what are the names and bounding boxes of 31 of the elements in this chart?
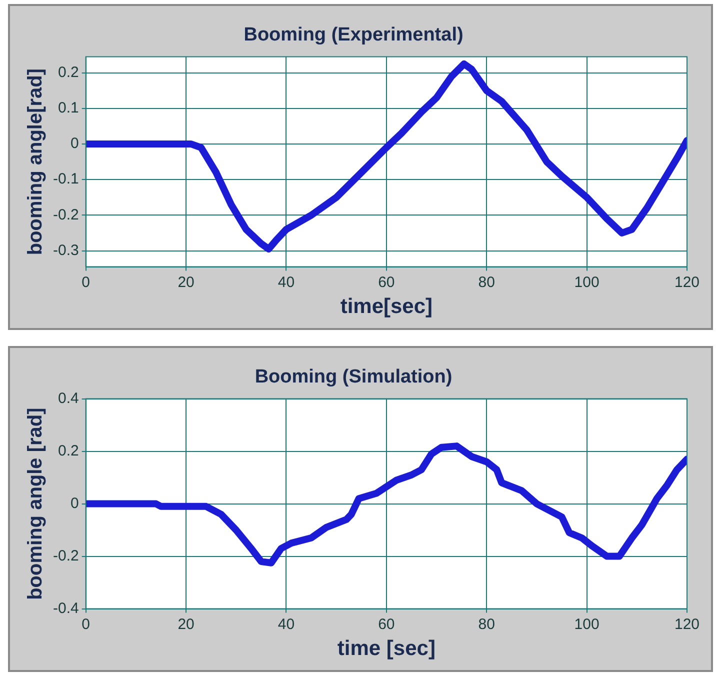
x-tick-label: 40 [278, 616, 295, 633]
x-axis-title: time [sec] [337, 637, 436, 660]
x-tick-label: 20 [178, 274, 194, 291]
y-tick-label: -0.3 [52, 242, 79, 259]
x-tick-label: 80 [478, 274, 495, 291]
y-axis-title: booming angle [rad] [24, 408, 47, 600]
x-tick-label: 100 [574, 274, 600, 291]
x-tick-label: 100 [574, 616, 600, 633]
y-tick-label: 0.2 [58, 442, 79, 460]
y-tick-label: 0.4 [58, 390, 79, 407]
x-tick-label: 60 [378, 274, 395, 291]
x-tick-label: 0 [82, 274, 90, 291]
x-tick-label: 0 [82, 616, 90, 633]
x-tick-label: 120 [674, 274, 700, 291]
x-axis-title: time[sec] [340, 295, 433, 318]
y-tick-label: 0 [70, 135, 79, 152]
y-tick-label: -0.1 [52, 170, 79, 188]
y-tick-label: 0 [70, 494, 79, 512]
y-tick-label: 0.2 [58, 64, 79, 81]
chart-title: Booming (Simulation) [254, 366, 452, 388]
y-tick-label: -0.2 [52, 547, 79, 564]
x-tick-label: 40 [278, 274, 295, 291]
y-tick-label: -0.4 [52, 600, 79, 617]
y-tick-label: 0.1 [58, 100, 79, 117]
x-tick-label: 80 [478, 616, 495, 633]
y-axis-title: booming angle[rad] [24, 68, 47, 256]
y-tick-label: -0.2 [52, 206, 79, 224]
x-tick-label: 120 [674, 616, 700, 633]
x-tick-label: 20 [178, 616, 194, 633]
chart-title: Booming (Experimental) [244, 24, 464, 46]
x-tick-label: 60 [378, 616, 395, 633]
